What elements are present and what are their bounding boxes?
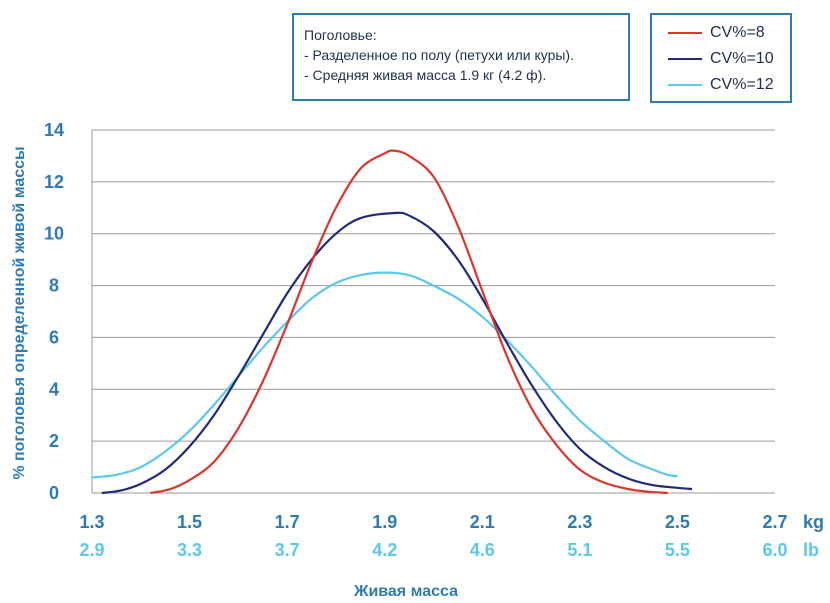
info-box: Поголовье: - Разделенное по полу (петухи… xyxy=(292,13,630,101)
x-tick-label-lb: 3.3 xyxy=(177,540,202,560)
y-tick-label: 8 xyxy=(49,276,59,296)
x-tick-label-kg: 1.5 xyxy=(177,512,202,532)
x-unit-kg: kg xyxy=(803,512,824,532)
x-tick-label-lb: 4.2 xyxy=(372,540,397,560)
x-tick-label-lb: 2.9 xyxy=(79,540,104,560)
x-unit-lb: lb xyxy=(803,540,819,560)
x-tick-label-kg: 2.7 xyxy=(762,512,787,532)
info-line: - Разделенное по полу (петухи или куры). xyxy=(304,47,574,63)
y-tick-label: 14 xyxy=(44,120,64,140)
x-tick-label-lb: 4.6 xyxy=(470,540,495,560)
info-line: Поголовье: xyxy=(304,27,377,43)
legend-swatch xyxy=(668,58,702,60)
x-tick-label-kg: 1.3 xyxy=(79,512,104,532)
x-tick-label-kg: 1.7 xyxy=(275,512,300,532)
legend-label: CV%=12 xyxy=(710,76,774,93)
series-line-cv-8 xyxy=(150,149,668,495)
grid-lines xyxy=(92,129,775,442)
legend-item: CV%=8 xyxy=(668,23,765,43)
y-tick-label: 6 xyxy=(49,327,59,347)
y-tick-label: 10 xyxy=(44,224,64,244)
x-tick-label-lb: 5.1 xyxy=(567,540,592,560)
x-tick-labels: 1.3 2.9 1.5 3.3 1.7 3.7 1.9 4.2 2.1 4.6 2.3 5.1 2.5 5… xyxy=(79,512,824,560)
y-tick-label: 2 xyxy=(49,431,59,451)
legend-item: CV%=12 xyxy=(668,75,774,95)
series-line-cv-10 xyxy=(101,211,693,495)
legend-label: CV%=10 xyxy=(710,50,774,67)
axes xyxy=(91,130,775,494)
y-axis-label: % поголовья определенной живой массы xyxy=(11,146,28,479)
x-tick-label-kg: 1.9 xyxy=(372,512,397,532)
x-tick-label-lb: 3.7 xyxy=(275,540,300,560)
legend-item: CV%=10 xyxy=(668,49,774,69)
x-tick-label-lb: 6.0 xyxy=(762,540,787,560)
legend-label: CV%=8 xyxy=(710,24,765,41)
legend-swatch xyxy=(668,32,702,34)
y-tick-label: 12 xyxy=(44,172,64,192)
info-line: - Средняя живая масса 1.9 кг (4.2 ф). xyxy=(304,67,547,83)
y-tick-labels: 0 2 4 6 8 10 12 14 xyxy=(44,120,64,503)
legend-swatch xyxy=(668,84,702,86)
series-lines xyxy=(91,149,693,495)
x-tick-label-kg: 2.3 xyxy=(567,512,592,532)
y-tick-label: 0 xyxy=(49,483,59,503)
series-line-cv-12 xyxy=(91,271,678,479)
x-tick-label-kg: 2.5 xyxy=(665,512,690,532)
y-tick-label: 4 xyxy=(49,379,59,399)
x-tick-label-kg: 2.1 xyxy=(470,512,495,532)
x-tick-label-lb: 5.5 xyxy=(665,540,690,560)
x-axis-label: Живая масса xyxy=(353,583,458,600)
legend: CV%=8 CV%=10 CV%=12 xyxy=(650,13,792,103)
